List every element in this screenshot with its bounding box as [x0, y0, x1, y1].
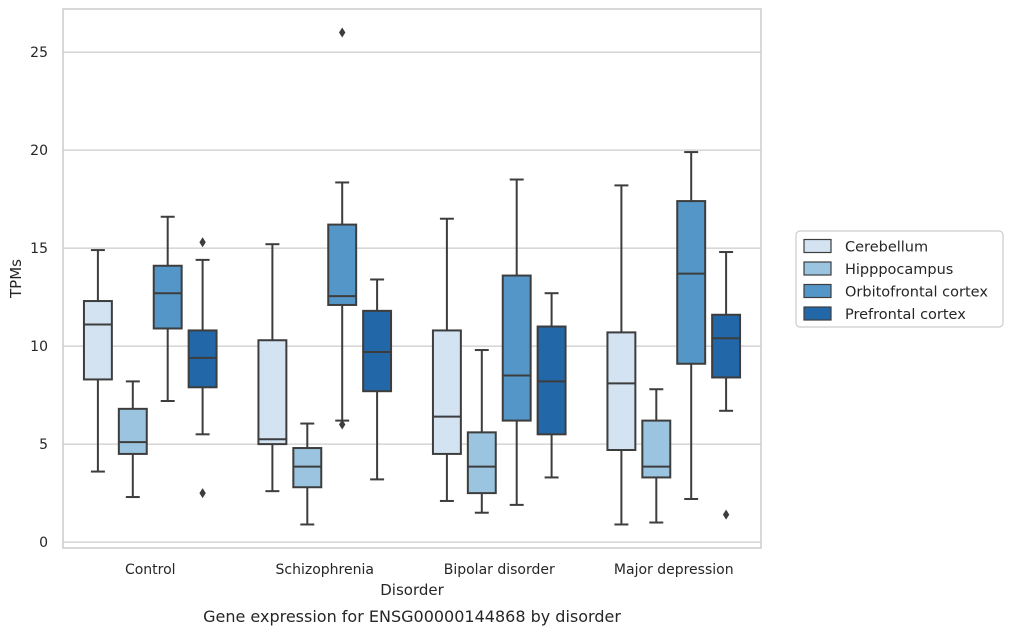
legend-label: Prefrontal cortex	[845, 307, 966, 323]
y-axis-ticks: 0 5 10 15 20 25	[30, 45, 48, 551]
legend-swatch	[803, 283, 832, 299]
outlier-point	[199, 237, 206, 248]
box-rect	[606, 331, 637, 451]
series-orbitofrontal-cortex	[152, 27, 707, 506]
box	[466, 349, 497, 514]
box-rect	[466, 431, 497, 495]
box	[327, 27, 358, 430]
legend-swatch	[803, 261, 832, 276]
plot-area-frame	[62, 8, 762, 549]
outlier-point	[199, 488, 206, 499]
x-tick-label: Control	[125, 562, 176, 578]
y-tick-label: 5	[39, 437, 48, 453]
box	[362, 278, 393, 481]
box	[536, 292, 567, 479]
legend-swatch	[803, 306, 832, 321]
series-prefrontal-cortex	[187, 237, 742, 520]
x-tick-label: Major depression	[614, 562, 734, 578]
box	[431, 217, 462, 502]
x-axis-label: Disorder	[380, 581, 444, 599]
box	[606, 184, 637, 526]
y-tick-label: 25	[30, 45, 48, 61]
series-cerebellum	[82, 184, 637, 526]
y-tick-label: 15	[30, 241, 48, 257]
y-tick-label: 0	[39, 535, 48, 551]
box	[676, 151, 707, 500]
x-tick-label: Bipolar disorder	[444, 562, 555, 578]
box	[187, 237, 218, 499]
legend-label: Orbitofrontal cortex	[845, 285, 988, 301]
box-rect	[501, 274, 532, 422]
box	[117, 380, 148, 499]
grid-lines	[63, 51, 761, 543]
box-rect	[676, 200, 707, 365]
box	[501, 178, 532, 506]
box-rect	[117, 407, 148, 455]
box-rect	[257, 339, 288, 446]
chart-caption: Gene expression for ENSG00000144868 by d…	[203, 607, 621, 626]
box-rect	[711, 313, 742, 379]
y-tick-label: 10	[30, 339, 48, 355]
box	[152, 215, 183, 402]
box-rect	[82, 300, 113, 381]
box-rect	[152, 264, 183, 330]
x-axis-ticks: Control Schizophrenia Bipolar disorder Majo…	[125, 562, 734, 578]
box-series	[82, 27, 742, 526]
series-hipppocampus	[117, 349, 672, 526]
outlier-point	[339, 419, 346, 430]
box-rect	[641, 419, 672, 479]
legend-label: Hipppocampus	[845, 262, 953, 278]
y-axis-label: TPMs	[7, 259, 25, 299]
outlier-point	[722, 509, 730, 520]
x-tick-label: Schizophrenia	[276, 562, 374, 578]
box	[292, 422, 323, 526]
box	[711, 251, 742, 520]
legend: Cerebellum Hipppocampus Orbitofrontal cort…	[795, 230, 1004, 328]
legend-swatch	[803, 238, 832, 254]
y-tick-label: 20	[30, 143, 48, 159]
legend-frame	[795, 230, 1004, 328]
box	[82, 249, 113, 473]
legend-label: Cerebellum	[845, 240, 928, 256]
box-rect	[431, 329, 462, 455]
box	[257, 243, 288, 493]
box-rect	[327, 223, 358, 306]
box	[641, 388, 672, 524]
outlier-point	[339, 27, 346, 38]
